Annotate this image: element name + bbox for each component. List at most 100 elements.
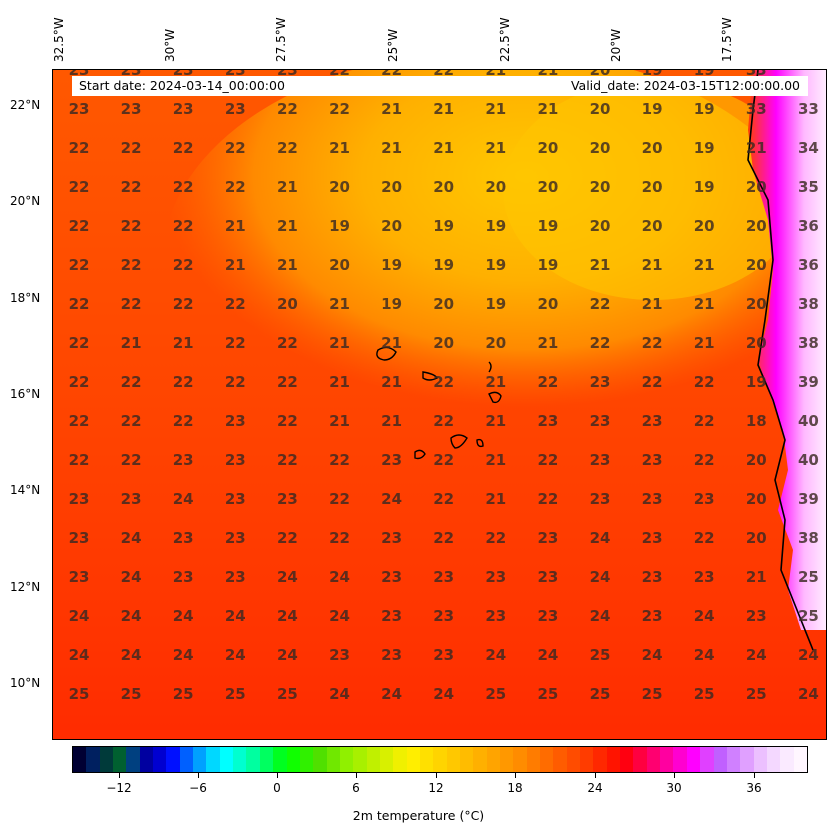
grid-value: 19	[537, 256, 558, 274]
grid-value: 25	[746, 685, 767, 703]
grid-value: 22	[121, 412, 142, 430]
cool-core-region	[503, 80, 803, 300]
colorbar-tick-mark	[198, 773, 199, 778]
grid-value: 22	[121, 217, 142, 235]
grid-value: 22	[433, 490, 454, 508]
grid-value: 23	[694, 568, 715, 586]
grid-value: 23	[69, 568, 90, 586]
grid-value: 22	[642, 373, 663, 391]
grid-value: 23	[173, 568, 194, 586]
lat-label: 16°N	[10, 387, 41, 401]
grid-value: 21	[381, 334, 402, 352]
colorbar-tick-label: 30	[666, 781, 682, 795]
grid-value: 24	[69, 646, 90, 664]
grid-value: 23	[69, 70, 90, 79]
lon-label: 20°W	[609, 28, 623, 62]
grid-value: 21	[642, 295, 663, 313]
grid-value: 22	[173, 295, 194, 313]
grid-value: 22	[173, 373, 194, 391]
grid-value: 20	[329, 178, 350, 196]
grid-value: 40	[798, 412, 819, 430]
grid-value: 20	[433, 334, 454, 352]
grid-value: 25	[277, 685, 298, 703]
colorbar-tick-label: 6	[352, 781, 360, 795]
grid-value: 23	[225, 412, 246, 430]
grid-value: 22	[121, 139, 142, 157]
grid-value: 23	[381, 568, 402, 586]
colorbar-tick-mark	[595, 773, 596, 778]
grid-value: 33	[798, 100, 819, 118]
colorbar-tick-mark	[119, 773, 120, 778]
grid-value: 22	[173, 178, 194, 196]
colorbar-tick-mark	[674, 773, 675, 778]
grid-value: 21	[277, 256, 298, 274]
grid-value: 20	[433, 178, 454, 196]
grid-value: 21	[694, 295, 715, 313]
grid-value: 21	[485, 451, 506, 469]
grid-value: 21	[433, 139, 454, 157]
grid-value: 23	[485, 568, 506, 586]
colorbar-tick-mark	[436, 773, 437, 778]
grid-value: 19	[694, 70, 715, 79]
grid-value: 22	[329, 529, 350, 547]
grid-value: 19	[329, 217, 350, 235]
grid-value: 22	[433, 70, 454, 79]
grid-value: 20	[381, 217, 402, 235]
colorbar-tick-label: 36	[746, 781, 762, 795]
grid-value: 24	[225, 646, 246, 664]
grid-value: 23	[642, 490, 663, 508]
grid-value: 24	[381, 490, 402, 508]
grid-value: 21	[329, 139, 350, 157]
grid-value: 22	[121, 178, 142, 196]
grid-value: 20	[746, 217, 767, 235]
grid-value: 25	[121, 685, 142, 703]
grid-value: 24	[121, 646, 142, 664]
grid-value: 40	[798, 451, 819, 469]
grid-value: 33	[746, 70, 767, 79]
grid-value: 21	[746, 139, 767, 157]
grid-value: 21	[381, 139, 402, 157]
sao-nicolau-island	[422, 371, 438, 381]
grid-value: 19	[642, 70, 663, 79]
grid-value: 24	[433, 685, 454, 703]
grid-value: 19	[433, 217, 454, 235]
grid-value: 21	[537, 100, 558, 118]
grid-value: 20	[590, 100, 611, 118]
grid-value: 22	[537, 451, 558, 469]
grid-value: 22	[277, 451, 298, 469]
grid-value: 23	[173, 100, 194, 118]
grid-value: 23	[173, 70, 194, 79]
grid-value: 21	[277, 178, 298, 196]
grid-value: 22	[590, 295, 611, 313]
lon-label: 32.5°W	[52, 17, 66, 62]
grid-value: 22	[121, 451, 142, 469]
grid-value: 22	[69, 178, 90, 196]
grid-value: 23	[121, 490, 142, 508]
grid-value: 22	[381, 70, 402, 79]
grid-value: 22	[69, 217, 90, 235]
grid-value: 20	[746, 178, 767, 196]
lon-label: 27.5°W	[274, 17, 288, 62]
grid-value: 24	[537, 646, 558, 664]
grid-value: 21	[277, 217, 298, 235]
grid-value: 24	[590, 529, 611, 547]
grid-value: 20	[590, 70, 611, 79]
boa-vista-island	[488, 391, 502, 404]
grid-value: 22	[433, 412, 454, 430]
grid-value: 20	[537, 178, 558, 196]
grid-value: 23	[433, 568, 454, 586]
grid-value: 21	[381, 373, 402, 391]
grid-value: 39	[798, 490, 819, 508]
grid-value: 22	[329, 490, 350, 508]
grid-value: 20	[590, 178, 611, 196]
grid-value: 24	[173, 490, 194, 508]
grid-value: 22	[173, 217, 194, 235]
grid-value: 20	[381, 178, 402, 196]
valid-date-text: Valid_date: 2024-03-15T12:00:00.00	[570, 78, 800, 93]
grid-value: 21	[694, 256, 715, 274]
grid-value: 25	[798, 607, 819, 625]
grid-value: 22	[694, 373, 715, 391]
grid-value: 25	[694, 685, 715, 703]
colorbar-tick-label: 0	[273, 781, 281, 795]
grid-value: 39	[798, 373, 819, 391]
